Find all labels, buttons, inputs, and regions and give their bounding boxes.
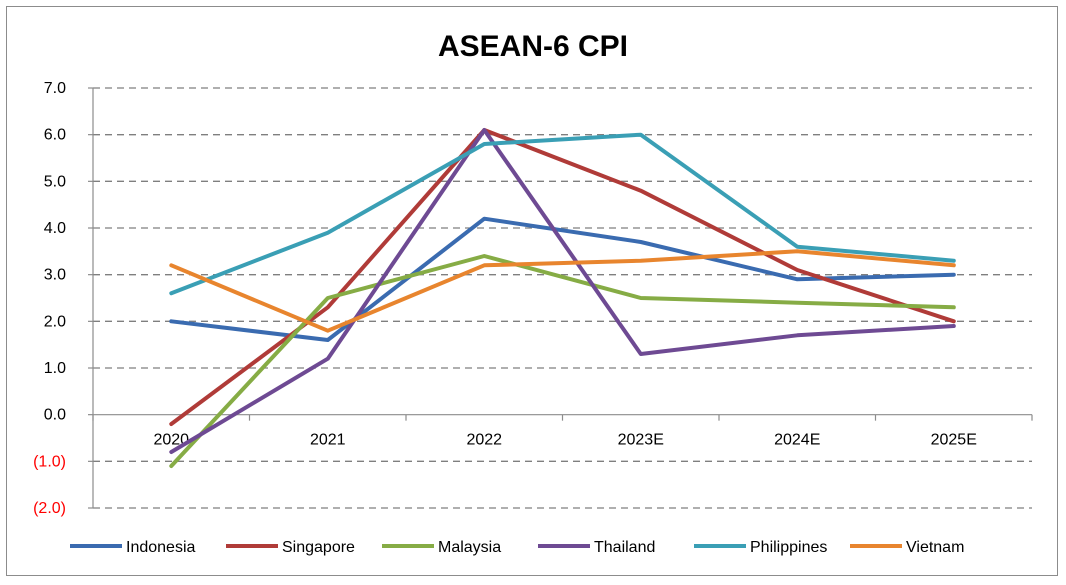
legend-label-malaysia: Malaysia	[438, 539, 501, 556]
legend: Indonesia Singapore Malaysia Thailand Philip…	[70, 539, 964, 556]
y-tick-label: (2.0)	[33, 500, 66, 517]
x-tick-labels: 2020 2021 2022 2023E 2024E 2025E	[153, 432, 976, 449]
axes	[88, 87, 1033, 509]
x-tick-label: 2025E	[931, 432, 977, 449]
x-tick-label: 2023E	[618, 432, 664, 449]
legend-label-philippines: Philippines	[750, 539, 827, 556]
y-tick-label: 7.0	[44, 80, 66, 97]
y-tick-label: 6.0	[44, 127, 66, 144]
series-line-thailand	[169, 128, 956, 454]
y-tick-label: (1.0)	[33, 453, 66, 470]
series-line-vietnam	[169, 249, 956, 333]
legend-label-thailand: Thailand	[594, 539, 655, 556]
y-tick-label: 1.0	[44, 360, 66, 377]
series-lines	[169, 128, 956, 468]
y-tick-label: 0.0	[44, 407, 66, 424]
series-line-malaysia	[169, 254, 956, 468]
y-tick-labels: 7.0 6.0 5.0 4.0 3.0 2.0 1.0 0.0 (1.0) (2.0)	[33, 80, 66, 517]
x-tick-label: 2024E	[774, 432, 820, 449]
legend-label-singapore: Singapore	[282, 539, 355, 556]
y-tick-label: 2.0	[44, 313, 66, 330]
legend-label-vietnam: Vietnam	[906, 539, 964, 556]
x-tick-label: 2022	[466, 432, 502, 449]
y-tick-label: 3.0	[44, 267, 66, 284]
chart-title: ASEAN-6 CPI	[438, 30, 628, 63]
y-tick-label: 4.0	[44, 220, 66, 237]
gridlines	[93, 87, 1032, 509]
y-tick-label: 5.0	[44, 173, 66, 190]
series-line-philippines	[169, 132, 956, 296]
x-tick-label: 2021	[310, 432, 346, 449]
legend-label-indonesia: Indonesia	[126, 539, 195, 556]
